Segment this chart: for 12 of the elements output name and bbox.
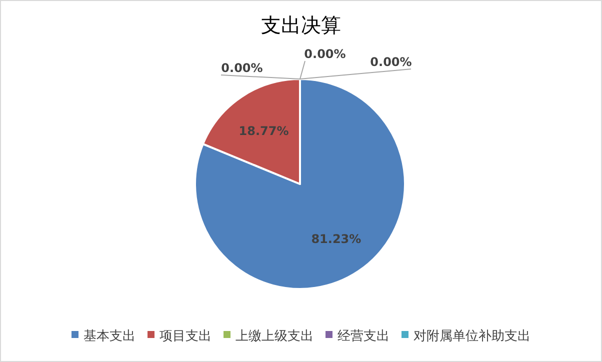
text: 0.00% bbox=[221, 61, 263, 75]
chart-title: 支出决算 bbox=[261, 13, 341, 37]
legend-label: 上缴上级支出 bbox=[236, 329, 314, 344]
legend-label: 项目支出 bbox=[160, 329, 212, 344]
text: 0.00% bbox=[370, 55, 412, 69]
data-label: 18.77% bbox=[238, 124, 289, 138]
legend-label: 经营支出 bbox=[338, 329, 390, 344]
legend-label: 基本支出 bbox=[84, 329, 136, 344]
text: 0.00% bbox=[304, 47, 346, 61]
data-label: 81.23% bbox=[311, 232, 362, 246]
legend-label: 对附属单位补助支出 bbox=[414, 329, 530, 344]
pie-slice bbox=[194, 78, 406, 290]
